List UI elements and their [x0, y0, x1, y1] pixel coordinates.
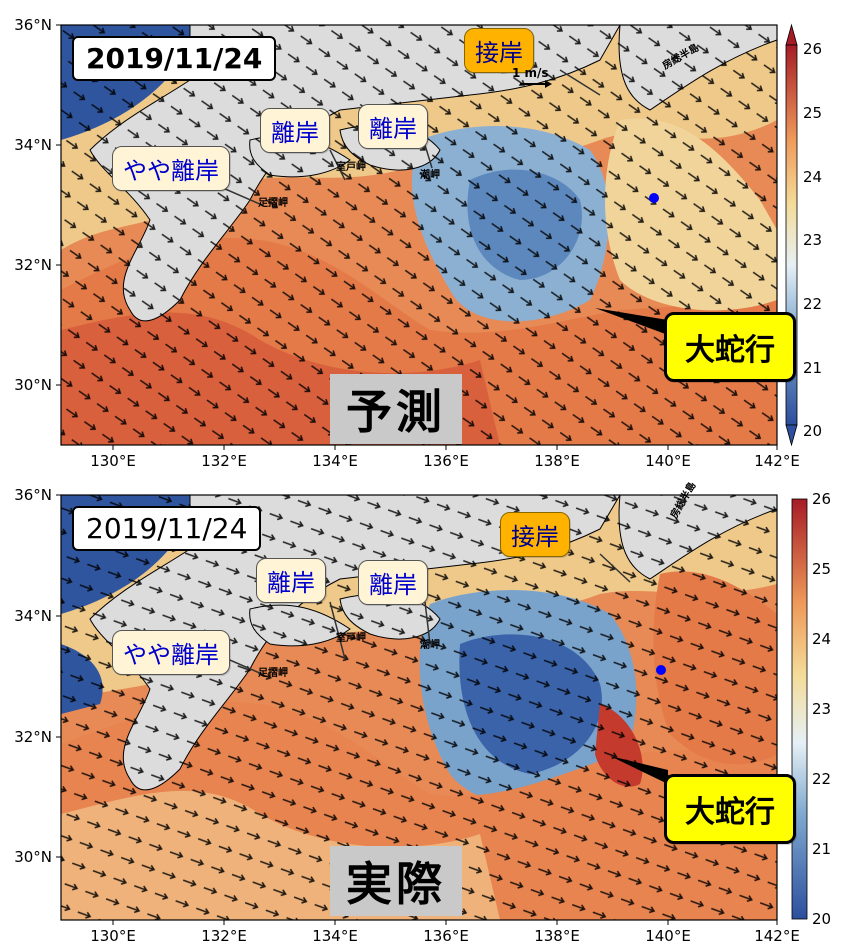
- yaya-riban-callout: やや離岸: [112, 630, 230, 675]
- yaya-riban-callout: やや離岸: [112, 146, 230, 191]
- place-label: 室戸岬: [336, 162, 366, 173]
- colorbar-tick: 26: [803, 40, 822, 58]
- y-tick-label: 36°N: [14, 16, 52, 34]
- x-tick-label: 142°E: [754, 927, 800, 945]
- colorbar-tick: 23: [803, 231, 822, 249]
- colorbar-tick: 21: [812, 840, 831, 858]
- x-tick-label: 134°E: [312, 927, 358, 945]
- x-tick-label: 136°E: [423, 452, 469, 470]
- y-tick-label: 32°N: [14, 256, 52, 274]
- actual-panel: 30°N 32°N 34°N 36°N 130°E 132°E 134°E 13…: [0, 474, 848, 948]
- colorbar: 20 21 22 23 24 25 26: [791, 490, 831, 928]
- x-axis: 130°E 132°E 134°E 136°E 138°E 140°E 142°…: [90, 920, 800, 945]
- observation-point: [656, 665, 666, 675]
- x-tick-label: 130°E: [90, 927, 136, 945]
- y-tick-label: 34°N: [14, 607, 52, 625]
- y-tick-label: 32°N: [14, 728, 52, 746]
- panel-caption: 実際: [330, 846, 462, 916]
- place-label: 潮岬: [420, 640, 440, 651]
- x-tick-label: 140°E: [645, 452, 691, 470]
- x-tick-label: 132°E: [201, 452, 247, 470]
- riban-callout: 離岸: [358, 560, 428, 605]
- x-tick-label: 142°E: [754, 452, 800, 470]
- forecast-map: 30°N 32°N 34°N 36°N 130°E 132°E 134°E 13…: [14, 16, 822, 470]
- setsugan-callout: 接岸: [464, 28, 534, 73]
- x-tick-label: 132°E: [201, 927, 247, 945]
- x-tick-label: 138°E: [534, 927, 580, 945]
- daidakou-callout: 大蛇行: [664, 774, 796, 844]
- colorbar-tick: 21: [803, 359, 822, 377]
- setsugan-callout: 接岸: [500, 512, 570, 557]
- y-tick-label: 30°N: [14, 376, 52, 394]
- riban-callout: 離岸: [256, 558, 326, 603]
- y-tick-label: 36°N: [14, 486, 52, 504]
- place-label: 足摺岬: [258, 668, 288, 679]
- colorbar-tick: 22: [812, 770, 831, 788]
- colorbar-tick: 23: [812, 700, 831, 718]
- colorbar-tick: 24: [812, 630, 831, 648]
- colorbar-tick: 24: [803, 168, 822, 186]
- y-tick-label: 30°N: [14, 848, 52, 866]
- riban-callout: 離岸: [260, 108, 330, 153]
- colorbar-tick: 25: [803, 104, 822, 122]
- place-label: 室戸岬: [336, 633, 366, 644]
- daidakou-callout: 大蛇行: [664, 312, 796, 382]
- panel-caption: 予測: [330, 374, 462, 444]
- observation-point: [649, 193, 659, 203]
- riban-callout: 離岸: [358, 104, 428, 149]
- colorbar-tick: 20: [803, 422, 822, 440]
- x-tick-label: 134°E: [312, 452, 358, 470]
- colorbar-tick: 22: [803, 295, 822, 313]
- x-tick-label: 140°E: [645, 927, 691, 945]
- x-tick-label: 136°E: [423, 927, 469, 945]
- forecast-panel: 30°N 32°N 34°N 36°N 130°E 132°E 134°E 13…: [14, 16, 822, 470]
- colorbar-tick: 20: [812, 910, 831, 928]
- colorbar: 20 21 22 23 24 25 26: [785, 23, 822, 447]
- y-axis: 30°N 32°N 34°N 36°N: [14, 16, 61, 394]
- date-label: 2019/11/24: [72, 36, 277, 81]
- x-tick-label: 138°E: [534, 452, 580, 470]
- y-tick-label: 34°N: [14, 136, 52, 154]
- date-label: 2019/11/24: [72, 506, 262, 551]
- x-tick-label: 130°E: [90, 452, 136, 470]
- colorbar-tick: 26: [812, 490, 831, 508]
- place-label: 足摺岬: [258, 198, 288, 209]
- scale-label: 1 m/s: [512, 66, 549, 80]
- x-axis: 130°E 132°E 134°E 136°E 138°E 140°E 142°…: [90, 445, 800, 470]
- place-label: 潮岬: [420, 170, 440, 181]
- colorbar-tick: 25: [812, 560, 831, 578]
- y-axis: 30°N 32°N 34°N 36°N: [14, 486, 61, 866]
